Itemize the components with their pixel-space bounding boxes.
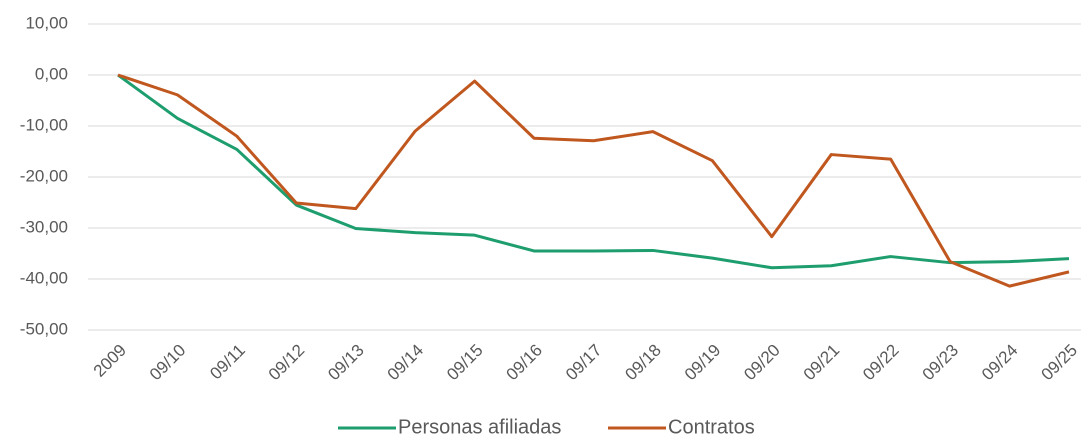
x-tick-label: 09/23 <box>919 341 963 385</box>
x-tick-label: 09/21 <box>800 341 844 385</box>
x-tick-label: 09/11 <box>206 341 249 384</box>
legend-label: Personas afiliadas <box>398 416 561 438</box>
y-tick-label: 10,00 <box>25 13 68 32</box>
x-tick-label: 2009 <box>90 341 130 381</box>
line-series <box>117 73 1070 288</box>
line-series <box>117 73 1070 270</box>
y-tick-label: -30,00 <box>20 217 68 236</box>
x-tick-label: 09/14 <box>384 341 428 385</box>
x-tick-label: 09/22 <box>859 341 903 385</box>
legend-label: Contratos <box>668 416 755 438</box>
x-tick-label: 09/17 <box>562 341 606 385</box>
x-tick-label: 09/15 <box>443 341 487 385</box>
x-tick-label: 09/20 <box>740 341 784 385</box>
y-tick-label: -10,00 <box>20 115 68 134</box>
x-tick-label: 09/12 <box>265 341 309 385</box>
x-tick-label: 09/25 <box>1037 341 1081 385</box>
x-tick-label: 09/18 <box>621 341 665 385</box>
x-tick-label: 09/16 <box>503 341 547 385</box>
x-tick-label: 09/19 <box>681 341 725 385</box>
x-tick-label: 09/10 <box>146 341 190 385</box>
y-tick-label: 0,00 <box>35 64 68 83</box>
x-tick-label: 09/13 <box>324 341 368 385</box>
x-tick-label: 09/24 <box>978 341 1022 385</box>
y-tick-label: -50,00 <box>20 319 68 338</box>
y-tick-label: -20,00 <box>20 166 68 185</box>
y-tick-label: -40,00 <box>20 268 68 287</box>
